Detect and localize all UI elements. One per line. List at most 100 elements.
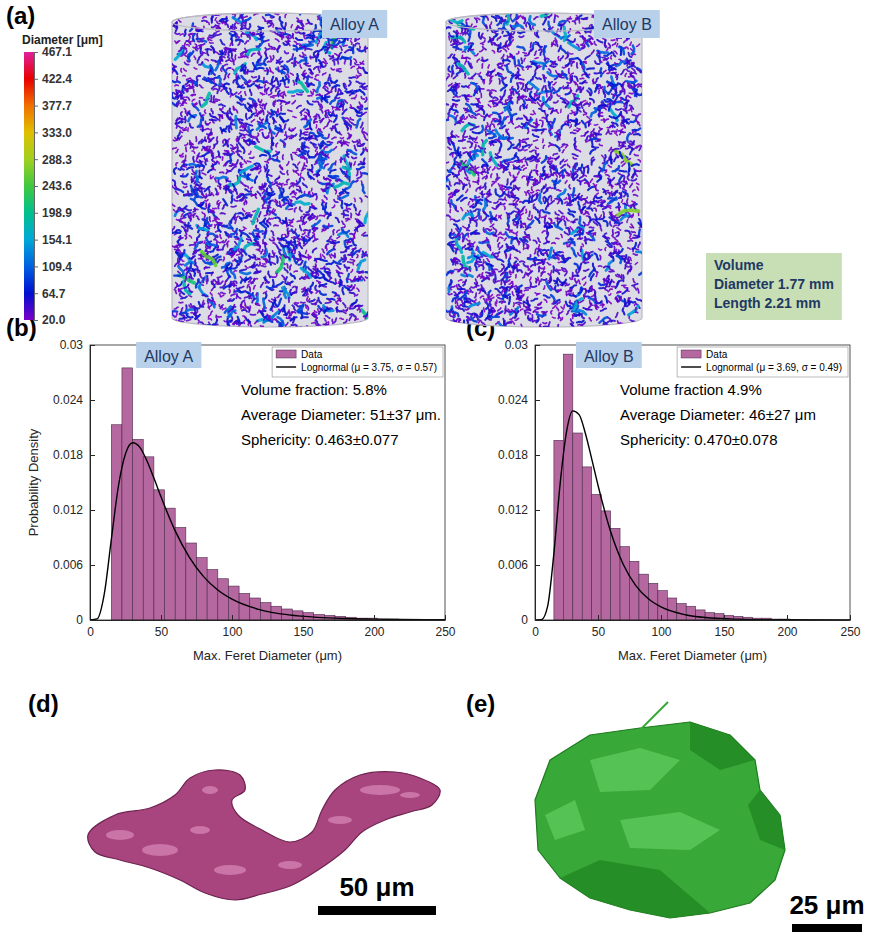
- pore: [178, 282, 183, 286]
- volume-render: [168, 5, 373, 331]
- pore: [264, 84, 267, 88]
- pore: [298, 162, 300, 165]
- pore: [334, 261, 341, 264]
- pore: [305, 112, 308, 114]
- pore: [352, 240, 356, 245]
- pore: [337, 230, 340, 232]
- pore: [288, 110, 292, 111]
- pore: [262, 119, 264, 123]
- pore: [183, 161, 186, 166]
- pore: [202, 295, 207, 296]
- pore: [184, 117, 187, 123]
- pore: [224, 320, 227, 322]
- pore: [325, 93, 329, 95]
- colorbar-tick: 333.0: [34, 126, 72, 140]
- pore: [335, 279, 336, 283]
- pore: [205, 203, 207, 208]
- pore: [196, 216, 199, 220]
- pore: [279, 166, 282, 169]
- pore: [343, 117, 347, 119]
- colorbar-tick-mark: [34, 293, 38, 294]
- pore: [292, 128, 295, 129]
- pore: [250, 326, 253, 332]
- pore: [304, 36, 305, 39]
- pore: [334, 293, 336, 296]
- pore: [297, 259, 301, 263]
- pore: [351, 66, 354, 68]
- pore: [176, 77, 178, 81]
- pore: [184, 127, 187, 130]
- pore: [269, 92, 272, 95]
- pore: [355, 318, 358, 320]
- pore: [179, 220, 183, 223]
- pore: [221, 40, 225, 45]
- pore: [234, 55, 236, 59]
- pore: [238, 317, 240, 324]
- pore: [297, 180, 298, 184]
- pore: [185, 155, 187, 159]
- pore: [246, 123, 252, 125]
- pore: [291, 249, 294, 253]
- pore: [294, 47, 303, 50]
- cylinder-body: [172, 13, 368, 327]
- pore: [180, 293, 182, 297]
- pore: [242, 137, 245, 139]
- pore: [364, 47, 366, 52]
- pore: [301, 147, 305, 151]
- pore: [253, 255, 255, 259]
- pore: [260, 129, 263, 131]
- pore: [277, 294, 280, 297]
- pore: [284, 268, 288, 272]
- pore: [259, 100, 262, 102]
- pore: [237, 34, 239, 38]
- pore: [252, 298, 255, 302]
- pore: [179, 323, 182, 328]
- pore: [315, 79, 319, 80]
- pore: [176, 163, 178, 166]
- pore: [332, 85, 339, 88]
- pore: [289, 219, 293, 221]
- pore: [327, 134, 329, 138]
- figure: (a)(b)(c)(d)(e)Diameter [μm]20.064.7109.…: [0, 0, 877, 939]
- pore: [339, 280, 340, 287]
- pore: [181, 112, 182, 116]
- pore: [300, 157, 303, 158]
- pore: [234, 116, 238, 128]
- pore: [356, 39, 360, 41]
- pore: [320, 118, 323, 122]
- colorbar-tick-mark: [34, 213, 38, 214]
- pore: [242, 306, 245, 308]
- pore: [306, 65, 311, 66]
- pore: [301, 177, 304, 179]
- pore: [256, 147, 270, 152]
- pore: [365, 276, 369, 279]
- pore: [199, 62, 202, 65]
- pore: [307, 101, 312, 105]
- pore: [307, 297, 308, 301]
- pore: [233, 106, 235, 109]
- pore: [218, 316, 222, 318]
- pore: [219, 104, 225, 106]
- pore: [283, 120, 289, 122]
- pore: [348, 261, 352, 263]
- pore: [284, 309, 286, 316]
- pore: [191, 94, 195, 97]
- pore: [172, 245, 176, 248]
- pore: [332, 239, 336, 241]
- pore: [219, 281, 223, 284]
- pore: [224, 75, 226, 80]
- pore: [277, 256, 283, 272]
- pore: [273, 243, 277, 245]
- pore: [294, 61, 298, 63]
- pore: [301, 302, 305, 304]
- pore: [264, 278, 269, 283]
- pore: [258, 99, 260, 103]
- pore: [264, 213, 267, 216]
- pore: [260, 107, 263, 109]
- pore: [202, 325, 205, 329]
- pore: [248, 307, 250, 312]
- pore: [333, 230, 334, 235]
- pore: [205, 129, 209, 130]
- pore: [226, 47, 231, 49]
- pore: [301, 109, 305, 113]
